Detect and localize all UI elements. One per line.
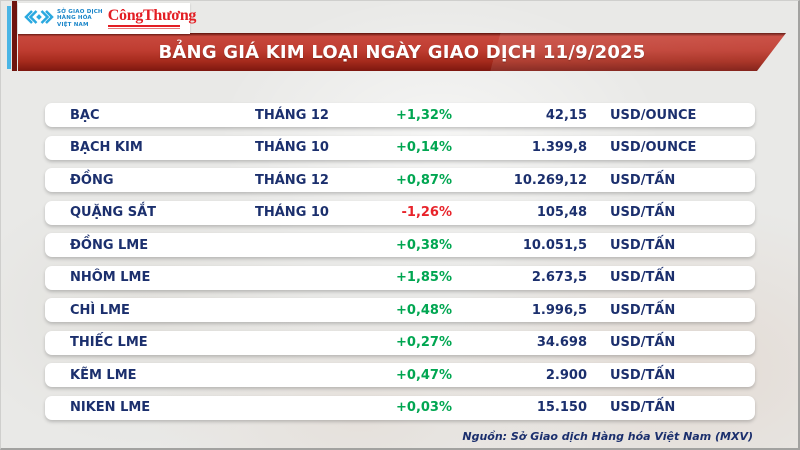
table-row: BẠC THÁNG 12 +1,32% 42,15 USD/OUNCE xyxy=(45,103,755,127)
price-unit: USD/OUNCE xyxy=(610,140,697,155)
contract-month: THÁNG 12 xyxy=(255,172,329,188)
table-row: ĐỒNG LME +0,38% 10.051,5 USD/TẤN xyxy=(45,233,755,257)
mxv-line2: HÀNG HÓA xyxy=(57,15,92,22)
logo-band: SỞ GIAO DỊCH HÀNG HÓA VIỆT NAM CôngThươn… xyxy=(18,3,196,34)
change-percent: +1,32% xyxy=(396,107,452,123)
source-note: Nguồn: Sở Giao dịch Hàng hóa Việt Nam (M… xyxy=(462,430,753,443)
commodity-name: THIẾC LME xyxy=(70,335,148,350)
cong-thuong-name: CôngThương xyxy=(107,7,197,24)
price-value: 10.051,5 xyxy=(522,237,587,253)
price-value: 2.673,5 xyxy=(531,270,587,285)
table-row: NHÔM LME +1,85% 2.673,5 USD/TẤN xyxy=(45,265,755,290)
price-unit: USD/TẤN xyxy=(610,367,676,383)
commodity-name: BẠCH KIM xyxy=(70,140,143,155)
change-percent: +0,27% xyxy=(396,335,452,350)
price-value: 34.698 xyxy=(536,335,587,350)
contract-month: THÁNG 10 xyxy=(255,140,329,155)
table-row: ĐỒNG THÁNG 12 +0,87% 10.269,12 USD/TẤN xyxy=(45,168,755,192)
price-value: 1.399,8 xyxy=(531,140,587,155)
commodity-name: BẠC xyxy=(70,107,100,123)
table-row: KẼM LME +0,47% 2.900 USD/TẤN xyxy=(45,363,755,387)
change-percent: +0,14% xyxy=(396,140,452,155)
price-value: 2.900 xyxy=(545,367,587,383)
table-row: THIẾC LME +0,27% 34.698 USD/TẤN xyxy=(45,330,755,355)
price-unit: USD/OUNCE xyxy=(610,107,697,123)
change-percent: +1,85% xyxy=(396,270,452,285)
change-percent: +0,03% xyxy=(396,400,452,415)
change-percent: +0,48% xyxy=(396,302,452,318)
table-row: QUẶNG SẮT THÁNG 10 -1,26% 105,48 USD/TẤN xyxy=(45,200,755,225)
commodity-name: ĐỒNG xyxy=(70,172,114,188)
commodity-name: CHÌ LME xyxy=(70,302,130,318)
accent-stripe-blue xyxy=(7,6,11,69)
title-banner: BẢNG GIÁ KIM LOẠI NGÀY GIAO DỊCH 11/9/20… xyxy=(18,33,786,71)
cong-thuong-rule2 xyxy=(107,28,180,29)
price-unit: USD/TẤN xyxy=(610,400,676,415)
table-row: BẠCH KIM THÁNG 10 +0,14% 1.399,8 USD/OUN… xyxy=(45,135,755,160)
mxv-line3: VIỆT NAM xyxy=(57,21,89,28)
page-title: BẢNG GIÁ KIM LOẠI NGÀY GIAO DỊCH 11/9/20… xyxy=(158,41,646,63)
commodity-name: QUẶNG SẮT xyxy=(70,205,157,220)
change-percent: +0,87% xyxy=(396,172,452,188)
cong-thuong-logo: CôngThương xyxy=(107,7,197,29)
table-row: CHÌ LME +0,48% 1.996,5 USD/TẤN xyxy=(45,298,755,322)
price-unit: USD/TẤN xyxy=(610,335,676,350)
price-value: 10.269,12 xyxy=(513,172,587,188)
table-row: NIKEN LME +0,03% 15.150 USD/TẤN xyxy=(45,395,755,420)
commodity-name: KẼM LME xyxy=(70,367,137,383)
mxv-line1: SỞ GIAO DỊCH xyxy=(57,8,103,15)
cong-thuong-rule xyxy=(107,25,180,27)
contract-month: THÁNG 10 xyxy=(255,205,329,220)
price-value: 42,15 xyxy=(545,107,587,123)
change-percent: -1,26% xyxy=(401,205,453,220)
price-unit: USD/TẤN xyxy=(610,270,676,285)
mxv-chevrons-icon xyxy=(24,9,54,29)
commodity-name: ĐỒNG LME xyxy=(70,237,149,253)
price-unit: USD/TẤN xyxy=(610,205,676,220)
change-percent: +0,38% xyxy=(396,237,452,253)
price-unit: USD/TẤN xyxy=(610,172,676,188)
price-value: 15.150 xyxy=(536,400,587,415)
commodity-name: NIKEN LME xyxy=(70,400,151,415)
commodity-name: NHÔM LME xyxy=(70,270,151,285)
price-unit: USD/TẤN xyxy=(610,237,676,253)
mxv-logo-text: SỞ GIAO DỊCH HÀNG HÓA VIỆT NAM xyxy=(57,9,103,29)
price-value: 1.996,5 xyxy=(531,302,587,318)
mxv-logo: SỞ GIAO DỊCH HÀNG HÓA VIỆT NAM xyxy=(24,9,103,29)
price-unit: USD/TẤN xyxy=(610,302,676,318)
price-value: 105,48 xyxy=(536,205,587,220)
accent-stripe-maroon xyxy=(12,0,17,71)
price-table: BẠC THÁNG 12 +1,32% 42,15 USD/OUNCE BẠCH… xyxy=(45,103,755,428)
contract-month: THÁNG 12 xyxy=(255,107,329,123)
change-percent: +0,47% xyxy=(396,367,452,383)
